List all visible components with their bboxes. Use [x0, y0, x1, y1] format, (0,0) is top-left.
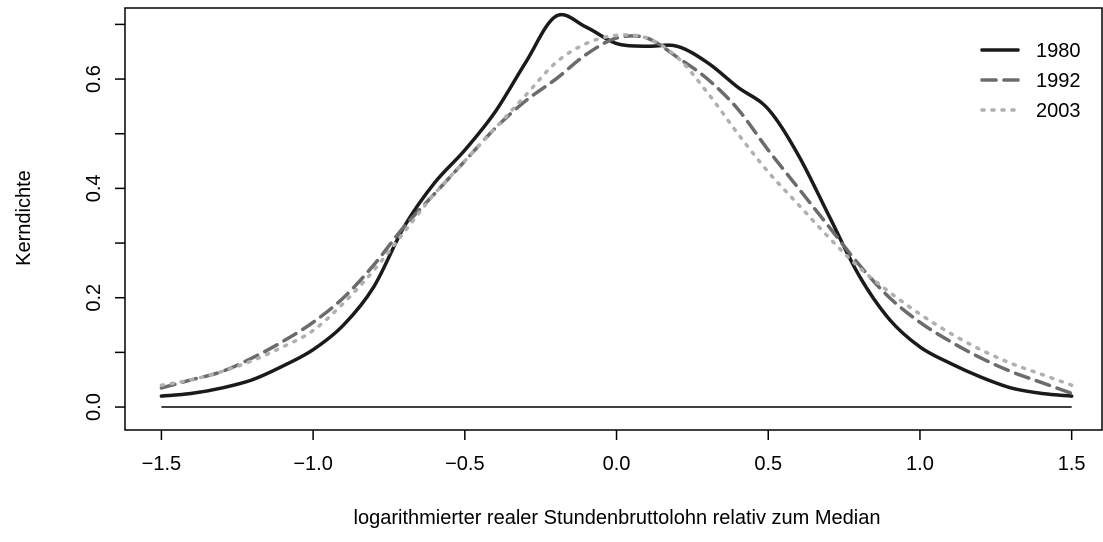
plot-frame — [124, 7, 1103, 431]
y-tick-label: 0.6 — [83, 65, 105, 93]
y-axis-title: Kerndichte — [13, 170, 35, 266]
legend-label: 2003 — [1036, 100, 1081, 122]
y-tick-label: 0.4 — [83, 174, 105, 202]
density-line — [159, 13, 1074, 398]
x-tick-label: 0.0 — [603, 453, 631, 475]
density-line — [159, 34, 1074, 396]
x-tick-label: −1.0 — [293, 453, 332, 475]
legend-label: 1980 — [1036, 40, 1081, 62]
x-tick-label: 1.0 — [906, 453, 934, 475]
density-line — [159, 33, 1074, 387]
x-tick-label: −0.5 — [445, 453, 484, 475]
x-tick-label: −1.5 — [142, 453, 181, 475]
legend-label: 1992 — [1036, 70, 1081, 92]
x-tick-label: 1.5 — [1058, 453, 1086, 475]
x-tick-label: 0.5 — [754, 453, 782, 475]
y-tick-label: 0.2 — [83, 284, 105, 312]
x-axis-title: logarithmierter realer Stundenbruttolohn… — [354, 507, 881, 529]
y-tick-label: 0.0 — [83, 393, 105, 421]
